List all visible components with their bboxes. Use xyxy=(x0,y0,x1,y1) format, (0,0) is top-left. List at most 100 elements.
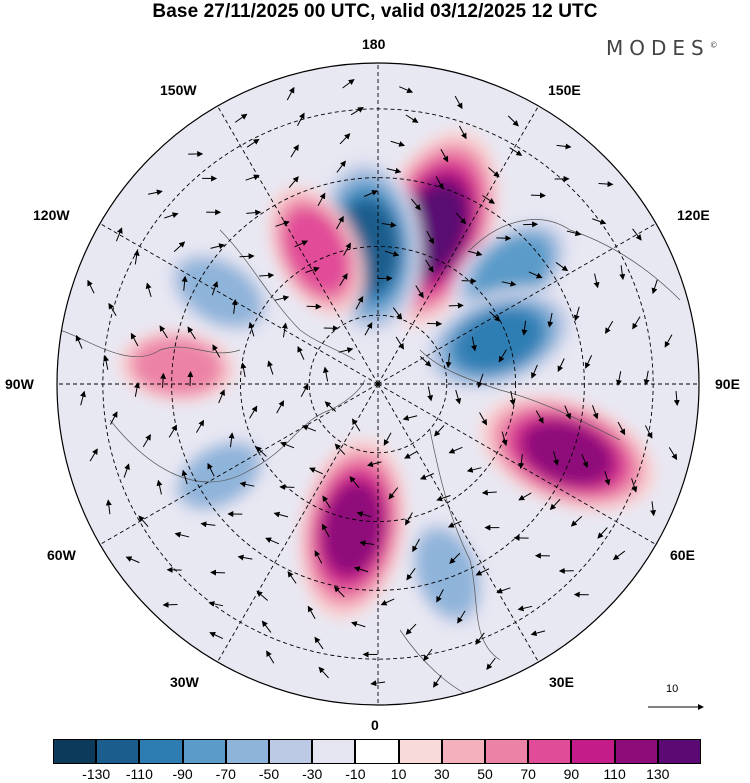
wind-arrow xyxy=(566,230,582,237)
map-border xyxy=(56,62,700,706)
wind-arrow xyxy=(195,419,205,433)
wind-arrow xyxy=(454,95,463,110)
scandinavia-coast xyxy=(429,429,501,661)
wind-arrow xyxy=(364,190,378,197)
wind-arrow xyxy=(426,230,434,245)
wind-arrow xyxy=(479,412,488,426)
wind-arrow xyxy=(307,605,316,620)
wind-arrow xyxy=(228,432,235,448)
wind-arrow xyxy=(405,114,419,123)
wind-arrow xyxy=(535,410,544,424)
wind-arrow xyxy=(317,192,326,207)
meridian-line xyxy=(377,105,539,385)
wind-arrow xyxy=(455,389,462,405)
wind-arrow xyxy=(290,144,299,158)
colorbar-tick-label: -30 xyxy=(302,766,323,782)
wind-arrow xyxy=(142,434,151,448)
wind-arrow xyxy=(617,421,626,436)
siberia-coast xyxy=(469,219,681,301)
colorbar-tick-label: 30 xyxy=(434,766,450,782)
lon-label-60e: 60E xyxy=(670,547,695,563)
meridian-line xyxy=(217,383,379,663)
wind-arrow xyxy=(436,495,451,502)
colorbar-swatch xyxy=(53,739,97,764)
wind-arrow xyxy=(130,332,139,347)
wind-arrow xyxy=(75,334,83,349)
wind-arrow xyxy=(336,215,344,230)
wind-arrow xyxy=(115,227,123,242)
north-america-coast xyxy=(109,379,366,483)
meridian-line xyxy=(99,223,379,385)
wind-arrow xyxy=(110,411,118,425)
anomaly-lobe-4 xyxy=(420,287,577,393)
wind-arrow xyxy=(123,463,130,478)
wind-arrow xyxy=(187,370,194,386)
wind-arrow xyxy=(148,189,163,196)
wind-arrow xyxy=(531,364,538,379)
wind-arrow xyxy=(410,198,421,211)
wind-arrow xyxy=(501,280,517,287)
colorbar-tick-label: 50 xyxy=(477,766,493,782)
meridian-line xyxy=(99,383,379,545)
wind-arrow xyxy=(211,281,219,296)
lon-label-90w: 90W xyxy=(5,376,34,392)
wind-arrow xyxy=(481,489,497,496)
wind-arrow xyxy=(412,538,420,553)
wind-arrow xyxy=(573,306,580,322)
wind-arrow xyxy=(207,462,215,477)
meridian-line xyxy=(377,383,539,663)
wind-arrow xyxy=(318,666,329,679)
wind-arrow xyxy=(496,587,511,594)
wind-arrow xyxy=(381,221,397,228)
wind-arrow xyxy=(218,389,225,404)
wind-arrow xyxy=(404,450,418,459)
wind-arrow xyxy=(518,492,532,501)
colorbar-swatch xyxy=(225,739,269,764)
wind-arrow xyxy=(234,113,248,123)
lon-label-150w: 150W xyxy=(160,82,197,98)
arctic-russia-coast xyxy=(419,349,621,441)
wind-arrow xyxy=(343,242,351,256)
wind-arrow xyxy=(509,147,523,156)
wind-arrow xyxy=(406,568,416,581)
wind-arrow xyxy=(605,320,614,334)
wind-arrow xyxy=(237,554,253,561)
wind-arrow xyxy=(125,556,140,564)
wind-arrow xyxy=(173,241,186,252)
meridian-line xyxy=(377,383,657,545)
wind-arrow xyxy=(528,271,543,279)
colorbar-swatch xyxy=(139,739,183,764)
colorbar-swatch xyxy=(96,739,140,764)
anomaly-lobe-8 xyxy=(117,330,237,403)
wind-arrow xyxy=(549,498,561,511)
colorbar-swatch xyxy=(312,739,356,764)
wind-arrow xyxy=(267,360,274,375)
wind-arrow xyxy=(164,212,179,219)
wind-arrow xyxy=(436,589,444,603)
wind-arrow xyxy=(80,390,86,406)
wind-arrow xyxy=(597,527,608,539)
wind-arrow xyxy=(449,552,461,564)
wind-arrow xyxy=(288,176,299,188)
wind-arrow xyxy=(294,240,309,248)
wind-arrow xyxy=(168,424,177,438)
wind-arrow xyxy=(246,138,260,148)
wind-arrow xyxy=(564,405,571,420)
wind-arrow xyxy=(274,295,290,302)
wind-arrow xyxy=(668,447,678,461)
wind-arrow xyxy=(415,285,424,299)
colorbar-tick-label: -70 xyxy=(215,766,236,782)
wind-arrow xyxy=(455,212,467,225)
wind-arrow xyxy=(200,521,216,528)
wind-arrow xyxy=(457,610,466,624)
wind-arrow xyxy=(174,531,190,538)
wind-arrow xyxy=(402,414,418,421)
wind-arrow xyxy=(440,148,449,163)
wind-arrow xyxy=(585,355,593,369)
wind-arrow xyxy=(209,632,224,639)
anomaly-lobe-7 xyxy=(298,436,407,621)
wind-arrow xyxy=(419,473,434,480)
wind-arrow xyxy=(108,302,117,317)
wind-arrow xyxy=(632,228,642,241)
